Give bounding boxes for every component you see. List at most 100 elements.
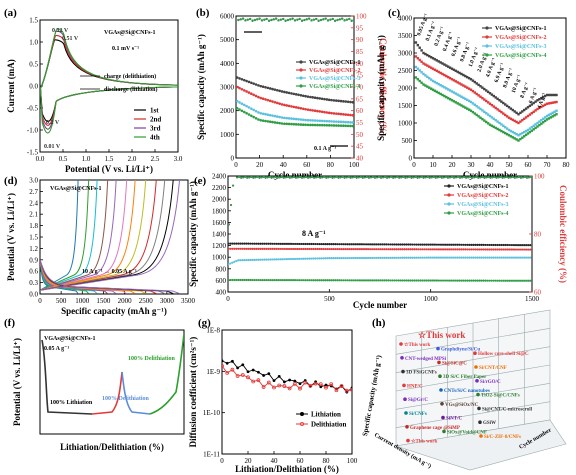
ce-point — [467, 176, 470, 179]
capacity-point — [249, 242, 252, 245]
capacity-point — [504, 256, 507, 259]
rate-point — [464, 85, 467, 88]
capacity-point — [490, 248, 493, 251]
capacity-point — [229, 242, 232, 245]
capacity-point — [354, 243, 357, 246]
capacity-point — [512, 256, 516, 259]
ce-point — [523, 176, 526, 178]
rate-point — [507, 106, 511, 109]
rate-point — [428, 86, 431, 89]
rate-point — [448, 98, 452, 101]
rate-point — [469, 100, 473, 104]
capacity-point — [306, 123, 310, 127]
capacity-point — [458, 243, 461, 246]
diffusion-point — [313, 381, 318, 386]
capacity-point — [338, 257, 341, 260]
capacity-point — [332, 124, 336, 127]
ce-point — [293, 19, 297, 22]
rate-point — [526, 114, 530, 118]
rate-label: 6 A g⁻¹ — [528, 87, 539, 105]
capacity-point — [247, 91, 251, 94]
rate-point — [467, 77, 471, 80]
capacity-point — [241, 259, 244, 262]
capacity-point — [304, 123, 307, 127]
y-tick-label: 0 — [409, 155, 413, 163]
capacity-point — [431, 256, 434, 259]
ce-point — [323, 176, 326, 178]
capacity-point — [360, 279, 364, 282]
capacity-point — [395, 256, 398, 259]
y-tick-label: 2000 — [212, 196, 227, 204]
capacity-point — [520, 248, 524, 251]
rate-point — [431, 67, 435, 70]
rate-point — [471, 110, 475, 114]
capacity-point — [346, 120, 350, 124]
h-point-label: Graphene cage @SiMP — [410, 426, 460, 431]
h-point-label: TiO2-Si@C/CNFs — [481, 394, 520, 399]
capacity-point — [306, 247, 309, 251]
ce-point — [471, 176, 474, 179]
ce-point — [388, 176, 391, 179]
capacity-point — [278, 121, 281, 125]
capacity-point — [427, 243, 430, 246]
rate-point — [486, 101, 490, 104]
capacity-point — [241, 247, 244, 250]
capacity-point — [399, 256, 402, 259]
capacity-point — [456, 243, 459, 246]
capacity-point — [320, 110, 324, 114]
capacity-point — [466, 279, 469, 282]
capacity-point — [281, 279, 285, 282]
capacity-point — [472, 243, 475, 246]
ce-point — [324, 17, 327, 20]
rate-point — [504, 126, 507, 129]
panel-b-axes: 0 20 40 60 80 1000100020003000400050006000404… — [220, 13, 367, 170]
capacity-point — [435, 279, 439, 282]
diffusion-point — [298, 386, 302, 391]
charge-curve — [40, 180, 90, 291]
panel-c-ylabel: Specific capacity (mAh g⁻¹) — [376, 35, 386, 141]
capacity-point — [310, 242, 313, 246]
capacity-point — [332, 120, 336, 123]
capacity-point — [267, 242, 270, 245]
capacity-point — [486, 243, 489, 247]
rate-point — [494, 106, 497, 110]
capacity-point — [427, 248, 430, 251]
y-tick-label: 1800 — [212, 207, 227, 215]
panel-h-ylabel: Specific capacity (mAh g⁻¹) — [361, 354, 383, 437]
ce-point — [319, 18, 323, 22]
rate-point — [454, 80, 457, 83]
rate-point — [439, 84, 442, 87]
capacity-point — [291, 247, 295, 251]
capacity-point — [235, 259, 238, 263]
capacity-point — [450, 248, 453, 251]
ce-point — [244, 19, 247, 22]
rate-point — [498, 128, 501, 132]
h-point-label: ☆This work — [411, 439, 438, 445]
capacity-point — [443, 256, 447, 259]
capacity-point — [231, 242, 234, 245]
capacity-point — [330, 243, 333, 246]
capacity-point — [271, 87, 274, 91]
panel-a-legend-title: VGAs@Si@CNFs-1 — [104, 30, 156, 36]
rate-point — [519, 120, 522, 123]
panel-c-label: (c) — [388, 7, 401, 19]
capacity-point — [409, 243, 412, 246]
capacity-point — [283, 247, 287, 251]
ce-point — [479, 176, 482, 179]
rate-point — [441, 72, 444, 76]
capacity-point — [352, 256, 355, 260]
capacity-point — [318, 110, 322, 113]
capacity-point — [415, 256, 418, 259]
capacity-point — [387, 279, 390, 282]
capacity-point — [429, 243, 432, 246]
capacity-point — [271, 114, 274, 117]
panel-d: (d) 0 500 1000 1500 2000 2500 3000 35000.00.30.… — [4, 175, 196, 316]
capacity-point — [236, 107, 239, 110]
capacity-point — [268, 87, 272, 90]
capacity-point — [242, 110, 246, 114]
capacity-point — [478, 256, 481, 259]
ce-point — [348, 17, 351, 21]
diffusion-point — [235, 374, 240, 378]
panel-e-axes: 0 500 1000 15004006008001000120014001600180… — [212, 173, 545, 304]
legend-marker — [299, 84, 303, 88]
